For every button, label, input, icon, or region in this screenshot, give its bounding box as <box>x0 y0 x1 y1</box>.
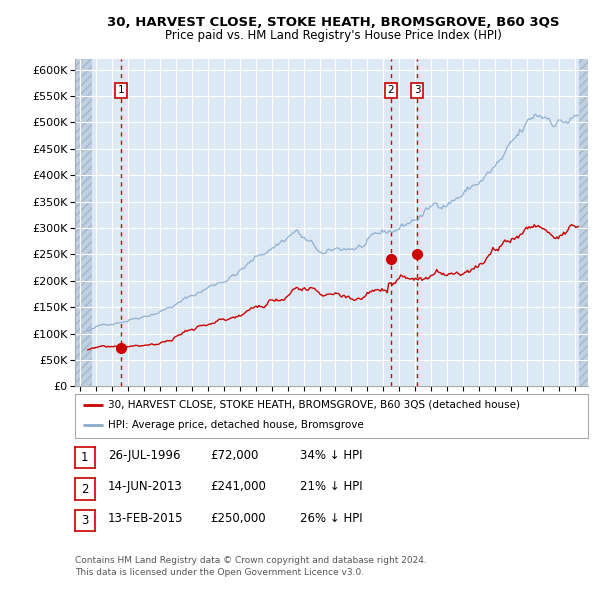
Text: £72,000: £72,000 <box>210 449 259 462</box>
Text: £250,000: £250,000 <box>210 512 266 525</box>
Text: 21% ↓ HPI: 21% ↓ HPI <box>300 480 362 493</box>
Text: 1: 1 <box>81 451 89 464</box>
Text: 34% ↓ HPI: 34% ↓ HPI <box>300 449 362 462</box>
Text: 13-FEB-2015: 13-FEB-2015 <box>108 512 184 525</box>
Text: 1: 1 <box>118 85 124 95</box>
Text: This data is licensed under the Open Government Licence v3.0.: This data is licensed under the Open Gov… <box>75 568 364 577</box>
Text: 2: 2 <box>388 85 394 95</box>
Text: 3: 3 <box>414 85 421 95</box>
Text: 26% ↓ HPI: 26% ↓ HPI <box>300 512 362 525</box>
Text: £241,000: £241,000 <box>210 480 266 493</box>
Text: HPI: Average price, detached house, Bromsgrove: HPI: Average price, detached house, Brom… <box>109 421 364 430</box>
Text: Contains HM Land Registry data © Crown copyright and database right 2024.: Contains HM Land Registry data © Crown c… <box>75 556 427 565</box>
Text: 2: 2 <box>81 483 89 496</box>
Text: 26-JUL-1996: 26-JUL-1996 <box>108 449 181 462</box>
Text: Price paid vs. HM Land Registry's House Price Index (HPI): Price paid vs. HM Land Registry's House … <box>164 29 502 42</box>
Text: 30, HARVEST CLOSE, STOKE HEATH, BROMSGROVE, B60 3QS: 30, HARVEST CLOSE, STOKE HEATH, BROMSGRO… <box>107 16 559 29</box>
Text: 3: 3 <box>81 514 89 527</box>
Text: 30, HARVEST CLOSE, STOKE HEATH, BROMSGROVE, B60 3QS (detached house): 30, HARVEST CLOSE, STOKE HEATH, BROMSGRO… <box>109 399 520 409</box>
Text: 14-JUN-2013: 14-JUN-2013 <box>108 480 183 493</box>
